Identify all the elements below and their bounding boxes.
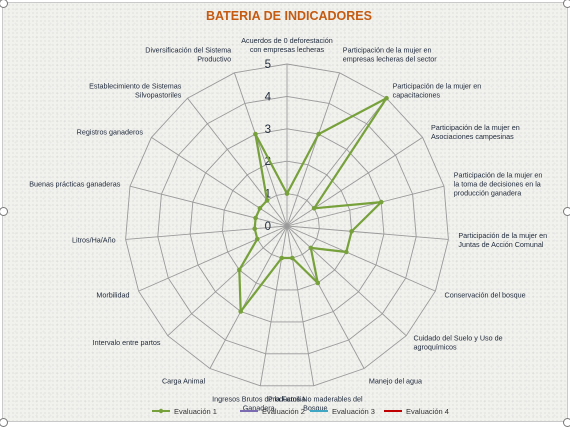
series-group xyxy=(237,95,389,314)
data-point xyxy=(311,206,317,211)
tick-label: 3 xyxy=(265,124,271,136)
category-label: Carga Animal xyxy=(162,376,206,385)
grid-ring-4 xyxy=(157,95,417,355)
category-label: Participación de la mujer en capacitacion… xyxy=(393,81,482,99)
tick-label: 1 xyxy=(265,189,271,201)
category-label: Intervalo entre partos xyxy=(93,338,161,347)
resize-handle-top-right[interactable] xyxy=(563,0,570,8)
spoke xyxy=(286,225,449,240)
spoke xyxy=(209,225,288,369)
category-labels: Acuerdos de 0 deforestación con empresas … xyxy=(29,36,547,413)
data-point xyxy=(315,280,321,286)
category-label: Productos No maderables del Bosque xyxy=(268,395,363,413)
spoke xyxy=(138,225,288,292)
data-point xyxy=(284,191,290,196)
data-point xyxy=(253,131,258,137)
tick-label: 4 xyxy=(265,91,272,103)
data-point xyxy=(349,229,354,234)
category-label: Cuidado del Suelo y Uso de agroquímicos xyxy=(414,334,503,352)
data-point xyxy=(238,309,243,314)
data-point xyxy=(264,198,270,203)
resize-handle-top-left[interactable] xyxy=(0,0,8,8)
data-point xyxy=(378,199,384,205)
spoke xyxy=(125,225,288,240)
category-label: Participación de la mujer en empresas lec… xyxy=(343,45,437,63)
legend-marker xyxy=(158,408,164,414)
category-label: Litros/Ha/Año xyxy=(72,236,116,245)
tick-label: 2 xyxy=(265,156,271,168)
spoke xyxy=(286,137,423,227)
spoke xyxy=(286,97,387,227)
category-label: Morbilidad xyxy=(96,291,129,300)
category-label: Establecimiento de Sistemas Silvopastoril… xyxy=(89,81,182,99)
series-line-1 xyxy=(238,97,388,313)
legend-label-4: Evaluación 4 xyxy=(406,407,449,416)
data-point xyxy=(308,245,314,251)
legend-label-1: Evaluación 1 xyxy=(174,407,217,416)
radar-spokes xyxy=(125,64,449,386)
data-point xyxy=(316,131,321,137)
data-point xyxy=(257,206,263,211)
category-label: Diversificación del Sistema Productivo xyxy=(145,45,231,63)
spoke xyxy=(286,185,445,227)
legend-label-3: Evaluación 3 xyxy=(332,407,375,416)
data-point xyxy=(279,255,285,261)
spoke xyxy=(151,137,288,227)
data-point xyxy=(253,215,258,221)
spoke xyxy=(167,225,288,337)
radar-tick-labels: 0 1 2 3 4 5 xyxy=(265,59,272,233)
chart-legend[interactable]: Evaluación 1 Evaluación 2 Evaluación 3 Eval… xyxy=(152,407,449,416)
tick-label: 0 xyxy=(265,221,271,233)
data-point xyxy=(237,267,242,273)
data-point xyxy=(252,226,257,231)
spoke xyxy=(286,72,341,227)
resize-handle-left[interactable] xyxy=(0,207,8,216)
spoke xyxy=(129,185,288,227)
data-point xyxy=(290,255,295,261)
category-label: Acuerdos de 0 deforestación con empresas … xyxy=(241,36,333,54)
spoke xyxy=(233,72,288,227)
category-label: Conservación del bosque xyxy=(445,291,526,300)
spoke xyxy=(187,97,288,227)
data-point xyxy=(384,95,389,101)
category-label: Buenas prácticas ganaderas xyxy=(29,179,121,188)
tick-label: 5 xyxy=(265,59,271,71)
category-label: Participación de la mujer en la toma de d… xyxy=(454,170,543,197)
spoke xyxy=(286,225,315,386)
category-label: Ingresos Brutos de la Familia Ganadera xyxy=(212,395,305,413)
legend-label-2: Evaluación 2 xyxy=(262,407,305,416)
spoke xyxy=(286,225,407,337)
category-label: Manejo del agua xyxy=(369,376,422,385)
category-label: Participación de la mujer en Asociaciones… xyxy=(431,123,520,141)
grid-ring-5 xyxy=(125,63,449,387)
chart-title: BATERIA DE INDICADORES xyxy=(206,9,372,23)
data-point xyxy=(344,249,349,255)
spoke xyxy=(286,225,365,369)
grid-ring-3 xyxy=(189,128,385,323)
spoke xyxy=(286,225,436,292)
category-label: Participación de la mujer en Juntas de Ac… xyxy=(458,231,547,249)
spoke xyxy=(259,225,288,386)
resize-handle-right[interactable] xyxy=(563,207,570,216)
chart-area xyxy=(2,2,568,422)
grid-ring-2 xyxy=(221,160,353,291)
data-point xyxy=(254,236,260,242)
category-label: Registros ganaderos xyxy=(77,127,144,136)
